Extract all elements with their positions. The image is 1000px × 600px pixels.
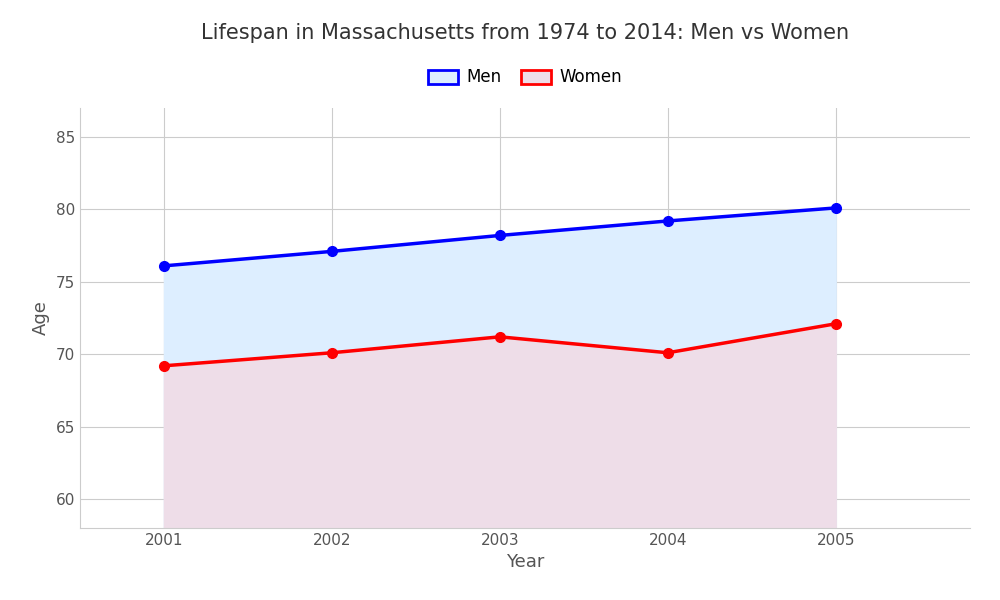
Women bbox=[662, 349, 674, 356]
Women bbox=[830, 320, 842, 328]
Men bbox=[158, 262, 170, 269]
Line: Men: Men bbox=[159, 203, 841, 271]
Men bbox=[326, 248, 338, 255]
Men bbox=[494, 232, 506, 239]
Title: Lifespan in Massachusetts from 1974 to 2014: Men vs Women: Lifespan in Massachusetts from 1974 to 2… bbox=[201, 23, 849, 43]
Women bbox=[158, 362, 170, 370]
Legend: Men, Women: Men, Women bbox=[421, 62, 629, 93]
X-axis label: Year: Year bbox=[506, 553, 544, 571]
Men bbox=[830, 205, 842, 212]
Men bbox=[662, 217, 674, 224]
Y-axis label: Age: Age bbox=[32, 301, 50, 335]
Line: Women: Women bbox=[159, 319, 841, 371]
Women bbox=[494, 333, 506, 340]
Women bbox=[326, 349, 338, 356]
